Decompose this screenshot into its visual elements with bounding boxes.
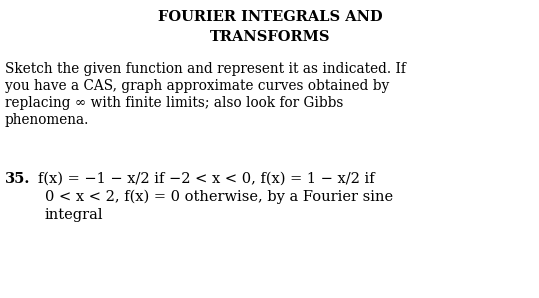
Text: FOURIER INTEGRALS AND: FOURIER INTEGRALS AND — [158, 10, 382, 24]
Text: 35.: 35. — [5, 172, 30, 186]
Text: 0 < x < 2, f(x) = 0 otherwise, by a Fourier sine: 0 < x < 2, f(x) = 0 otherwise, by a Four… — [45, 190, 393, 204]
Text: TRANSFORMS: TRANSFORMS — [210, 30, 330, 44]
Text: replacing ∞ with finite limits; also look for Gibbs: replacing ∞ with finite limits; also loo… — [5, 96, 343, 110]
Text: phenomena.: phenomena. — [5, 113, 89, 127]
Text: integral: integral — [45, 208, 103, 222]
Text: f(x) = −1 − x/2 if −2 < x < 0, f(x) = 1 − x/2 if: f(x) = −1 − x/2 if −2 < x < 0, f(x) = 1 … — [38, 172, 375, 186]
Text: Sketch the given function and represent it as indicated. If: Sketch the given function and represent … — [5, 62, 406, 76]
Text: you have a CAS, graph approximate curves obtained by: you have a CAS, graph approximate curves… — [5, 79, 389, 93]
